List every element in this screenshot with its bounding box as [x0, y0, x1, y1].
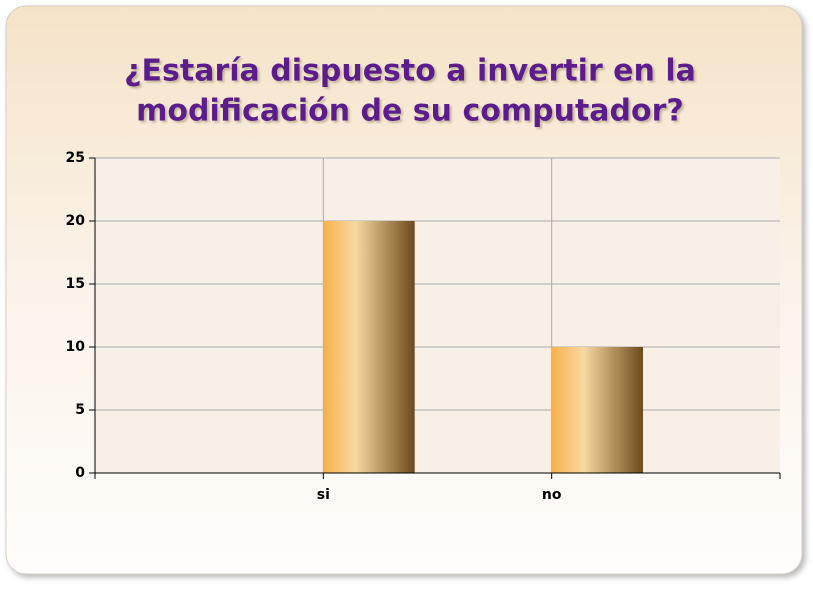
x-tick-label: no: [542, 487, 562, 503]
chart-title: modificación de su computador?: [136, 94, 684, 129]
y-tick-label: 10: [66, 339, 86, 355]
x-tick-label: si: [317, 487, 330, 503]
bar: [551, 347, 643, 473]
y-tick-label: 15: [66, 276, 85, 292]
y-tick-label: 25: [66, 150, 85, 166]
chart-title: ¿Estaría dispuesto a invertir en la: [124, 54, 696, 89]
y-tick-label: 5: [75, 402, 85, 418]
y-tick-label: 20: [66, 213, 86, 229]
plot-area: [95, 158, 780, 473]
bar: [323, 221, 415, 473]
y-tick-label: 0: [75, 465, 85, 481]
